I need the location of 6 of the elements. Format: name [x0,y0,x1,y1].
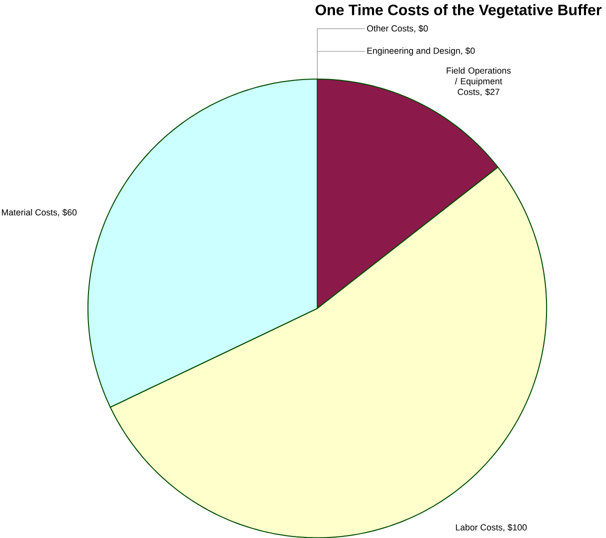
category-label: Other Costs, $0 [367,24,428,32]
slice-label: Material Costs, $60 [2,208,77,216]
slice-label: Field Operations / Equipment Costs, $27 [446,67,511,96]
category-label: Engineering and Design, $0 [367,47,475,56]
chart-title: One Time Costs of the Vegetative Buffer [316,4,602,18]
slice-label: Labor Costs, $100 [456,524,527,532]
